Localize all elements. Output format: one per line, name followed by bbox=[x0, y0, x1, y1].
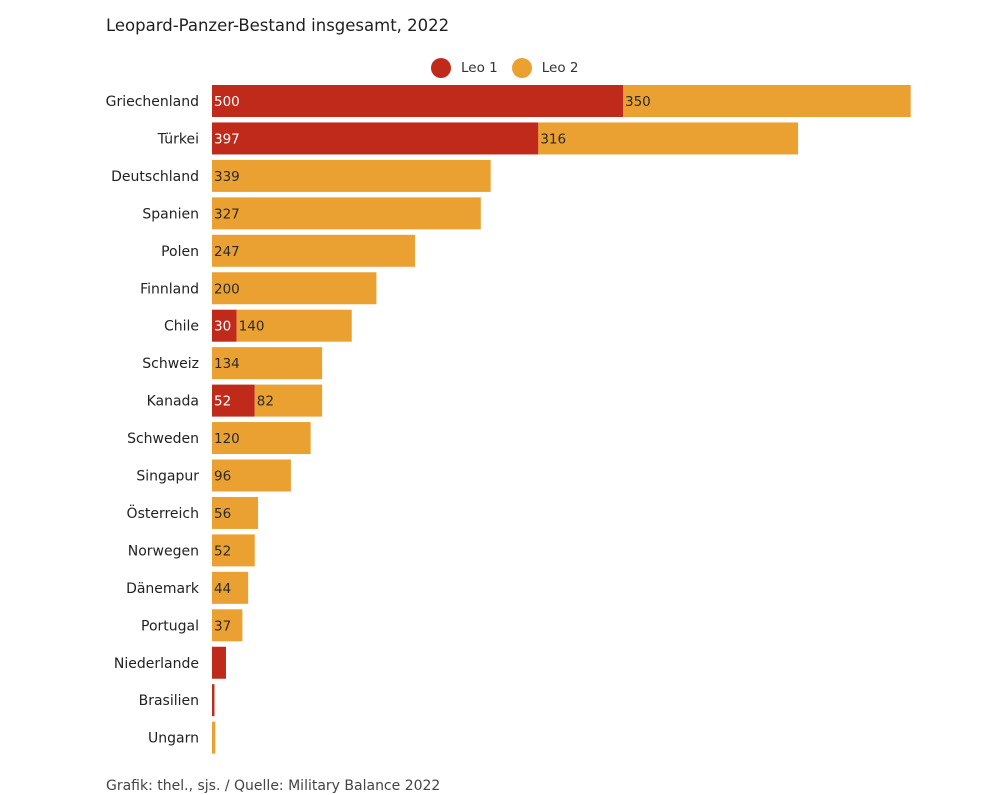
category-label-spanien: Spanien bbox=[142, 206, 199, 222]
bar-leo-2-singapur[interactable] bbox=[212, 459, 291, 492]
bar-leo-2-schweiz[interactable] bbox=[212, 347, 323, 380]
bar-leo-1-chile[interactable] bbox=[212, 309, 237, 342]
data-label-leo-2-polen: 247 bbox=[214, 244, 240, 260]
bar-leo-1-griechenland[interactable] bbox=[212, 85, 623, 117]
data-label-leo-2-chile: 140 bbox=[239, 319, 265, 335]
category-label-norwegen: Norwegen bbox=[128, 543, 199, 559]
legend-item-leo2[interactable]: Leo 2 bbox=[511, 58, 579, 78]
category-label-chile: Chile bbox=[164, 319, 199, 335]
bar-leo-2-schweden[interactable] bbox=[212, 422, 311, 455]
bar-leo-2-tuerkei[interactable] bbox=[538, 122, 799, 155]
data-label-leo-2-finnland: 200 bbox=[214, 281, 240, 297]
legend: Leo 1 Leo 2 bbox=[431, 58, 592, 78]
legend-item-leo1[interactable]: Leo 1 bbox=[431, 58, 498, 78]
category-label-finnland: Finnland bbox=[140, 281, 199, 297]
category-label-singapur: Singapur bbox=[136, 469, 199, 485]
legend-label-leo2: Leo 2 bbox=[541, 60, 579, 76]
legend-label-leo1: Leo 1 bbox=[461, 60, 498, 76]
category-label-schweiz: Schweiz bbox=[142, 356, 199, 372]
data-label-leo-2-singapur: 96 bbox=[214, 469, 231, 485]
bar-leo-1-kanada[interactable] bbox=[212, 384, 255, 417]
bar-leo-2-spanien[interactable] bbox=[212, 197, 481, 230]
data-label-leo-2-schweiz: 134 bbox=[214, 356, 240, 372]
bar-chart: Griechenland 500 350 Türkei 397 316 Deutschlan… bbox=[106, 85, 911, 754]
category-label-daenemark: Dänemark bbox=[126, 581, 200, 597]
category-label-brasilien: Brasilien bbox=[139, 693, 199, 709]
data-label-leo-2-norwegen: 52 bbox=[214, 543, 231, 559]
data-label-leo-2-griechenland: 350 bbox=[625, 94, 651, 110]
category-label-polen: Polen bbox=[161, 244, 199, 260]
data-label-leo-2-kanada: 82 bbox=[257, 394, 274, 410]
bar-leo-2-deutschland[interactable] bbox=[212, 159, 491, 192]
bar-leo-2-griechenland[interactable] bbox=[623, 85, 911, 117]
data-label-leo-1-tuerkei: 397 bbox=[214, 131, 240, 147]
category-label-deutschland: Deutschland bbox=[111, 169, 199, 185]
category-label-oesterreich: Österreich bbox=[127, 504, 199, 522]
data-label-leo-2-schweden: 120 bbox=[214, 431, 240, 447]
source-note: Grafik: thel., sjs. / Quelle: Military B… bbox=[106, 778, 441, 794]
bar-leo-2-chile[interactable] bbox=[236, 309, 352, 342]
data-label-leo-2-portugal: 37 bbox=[214, 618, 231, 634]
chart-title: Leopard-Panzer-Bestand insgesamt, 2022 bbox=[106, 16, 450, 35]
category-label-portugal: Portugal bbox=[141, 618, 199, 634]
bar-leo-1-niederlande[interactable] bbox=[212, 646, 226, 679]
category-label-kanada: Kanada bbox=[147, 394, 199, 410]
bar-leo-1-brasilien[interactable] bbox=[212, 684, 215, 717]
category-label-schweden: Schweden bbox=[127, 431, 199, 447]
bar-leo-2-finnland[interactable] bbox=[212, 272, 377, 305]
data-label-leo-1-kanada: 52 bbox=[214, 394, 231, 410]
legend-swatch-leo1 bbox=[431, 58, 451, 78]
bar-leo-2-norwegen[interactable] bbox=[212, 534, 255, 567]
data-label-leo-1-chile: 30 bbox=[214, 319, 231, 335]
category-label-ungarn: Ungarn bbox=[148, 731, 199, 747]
bar-leo-2-oesterreich[interactable] bbox=[212, 496, 259, 529]
category-label-tuerkei: Türkei bbox=[157, 131, 199, 147]
data-label-leo-2-deutschland: 339 bbox=[214, 169, 240, 185]
data-label-leo-2-oesterreich: 56 bbox=[214, 506, 231, 522]
bar-leo-2-polen[interactable] bbox=[212, 234, 416, 267]
category-label-niederlande: Niederlande bbox=[114, 656, 199, 672]
bar-leo-2-daenemark[interactable] bbox=[212, 571, 249, 604]
data-label-leo-2-spanien: 327 bbox=[214, 206, 240, 222]
bar-leo-2-ungarn[interactable] bbox=[212, 721, 216, 754]
data-label-leo-2-tuerkei: 316 bbox=[540, 131, 566, 147]
data-label-leo-1-griechenland: 500 bbox=[214, 94, 240, 110]
bar-leo-1-tuerkei[interactable] bbox=[212, 122, 539, 155]
bar-leo-2-portugal[interactable] bbox=[212, 609, 243, 642]
category-label-griechenland: Griechenland bbox=[106, 94, 199, 110]
legend-swatch-leo2 bbox=[511, 58, 532, 78]
data-label-leo-2-daenemark: 44 bbox=[214, 581, 231, 597]
bar-leo-2-kanada[interactable] bbox=[254, 384, 323, 417]
